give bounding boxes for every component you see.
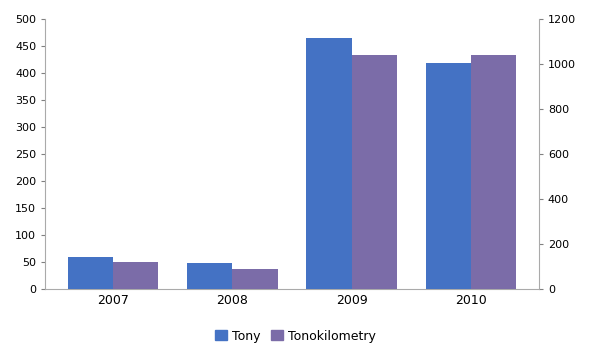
Bar xyxy=(113,262,158,289)
Bar xyxy=(426,63,471,289)
Bar xyxy=(232,269,278,289)
Bar xyxy=(187,263,232,289)
Bar xyxy=(306,38,352,289)
Bar xyxy=(471,55,517,289)
Bar xyxy=(67,257,113,289)
Bar xyxy=(352,55,397,289)
Legend: Tony, Tonokilometry: Tony, Tonokilometry xyxy=(210,325,381,348)
